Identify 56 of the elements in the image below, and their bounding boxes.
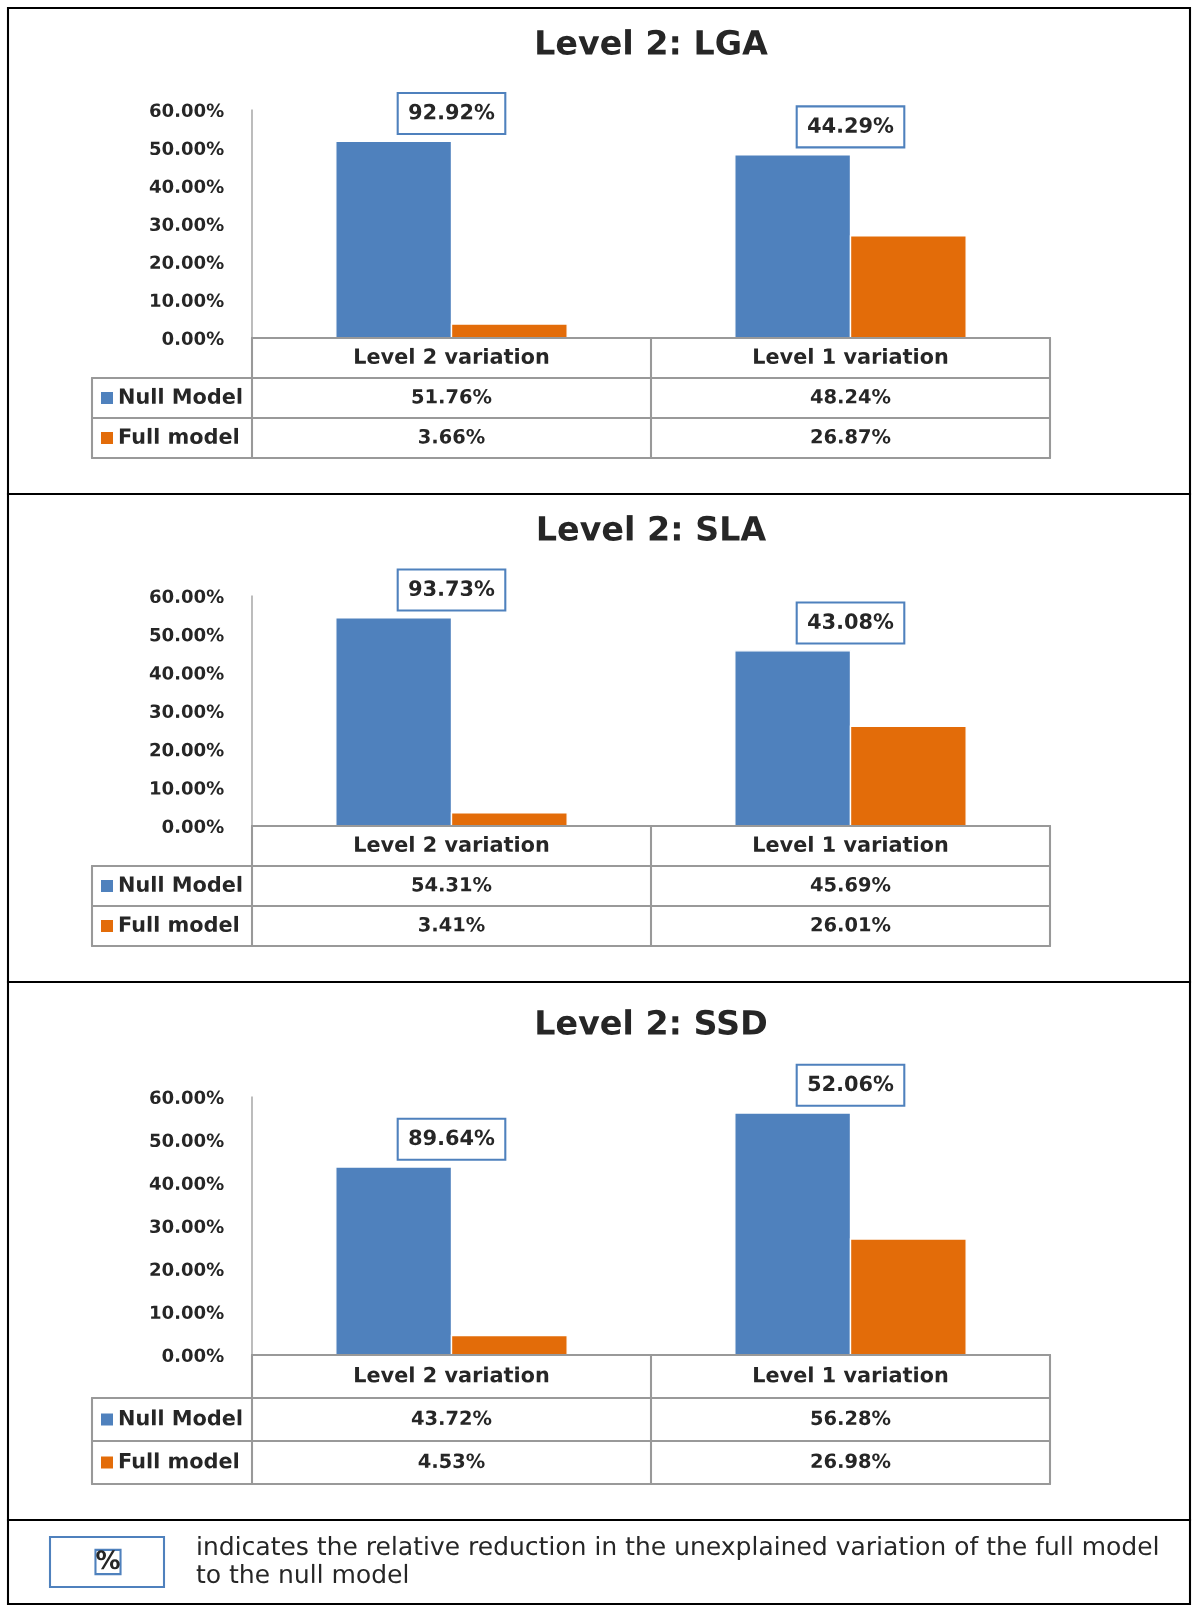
annotation: 43.08% (808, 613, 894, 630)
y-tick-label: 60.00% (150, 1090, 224, 1105)
text: % (96, 1550, 120, 1570)
y-tick-label: 30.00% (150, 217, 224, 232)
y-tick-label: 20.00% (150, 742, 224, 757)
y-tick-label: 50.00% (150, 141, 224, 156)
legend-label: Null Model (119, 1409, 242, 1426)
x-tick-label: Level 1 variation (754, 347, 948, 365)
y-tick-label: 10.00% (151, 293, 224, 308)
data-label: 48.24% (810, 388, 891, 404)
y-tick-label: 10.00% (151, 781, 224, 795)
text: 52.06% (808, 1075, 894, 1092)
y-tick-label: 30.00% (150, 1219, 224, 1234)
legend-label: Full model (119, 1452, 239, 1469)
x-tick-label: Level 2 variation (355, 1366, 549, 1383)
x-tick-label: Level 2 variation (355, 347, 549, 365)
x-tick-label: Level 2 variation (355, 835, 549, 853)
legend-label: Null Model (119, 387, 242, 405)
annotation: 44.29% (808, 117, 894, 133)
y-tick-label: 10.00% (151, 1305, 224, 1320)
legend-label: Full model (119, 915, 239, 933)
y-tick-label: 60.00% (150, 589, 224, 604)
legend-label: Full model (119, 427, 239, 445)
y-tick-label: 0.00% (162, 819, 224, 834)
data-label: 3.66% (419, 428, 485, 444)
annotation: 92.92% (409, 103, 495, 120)
y-tick-label: 50.00% (150, 627, 224, 642)
data-label: 51.76% (412, 388, 492, 404)
legend-label: Null Model (119, 875, 242, 893)
data-label: 54.31% (412, 876, 492, 892)
data-label: 56.28% (811, 1410, 891, 1426)
y-tick-label: 50.00% (150, 1133, 224, 1148)
data-label: 43.72% (411, 1410, 492, 1426)
y-tick-label: 60.00% (150, 103, 224, 118)
y-tick-label: 40.00% (149, 179, 224, 194)
data-label: 26.87% (811, 428, 891, 444)
chart-title: Level 2: SLA (538, 515, 767, 541)
y-tick-label: 30.00% (150, 704, 224, 719)
chart-title: Level 2: SSD (537, 1009, 767, 1035)
y-tick-label: 0.00% (162, 331, 224, 346)
y-tick-label: 0.00% (162, 1348, 224, 1363)
annotation: 89.64% (409, 1129, 495, 1146)
y-tick-label: 40.00% (149, 666, 224, 680)
x-tick-label: Level 1 variation (754, 835, 948, 853)
y-tick-label: 20.00% (150, 1262, 224, 1277)
chart-title: Level 2: LGA (537, 29, 768, 55)
data-label: 26.01% (811, 916, 891, 932)
data-label: 3.41% (419, 916, 485, 932)
annotation: 93.73% (409, 580, 495, 597)
data-label: 4.53% (418, 1453, 485, 1469)
y-tick-label: 40.00% (149, 1176, 224, 1191)
x-tick-label: Level 1 variation (754, 1366, 948, 1383)
text: indicates the relative reduction in the unexplained variation of the full model to the null model (196, 1535, 1158, 1584)
data-label: 26.98% (811, 1453, 891, 1469)
y-tick-label: 20.00% (150, 255, 224, 270)
data-label: 45.69% (810, 876, 891, 892)
